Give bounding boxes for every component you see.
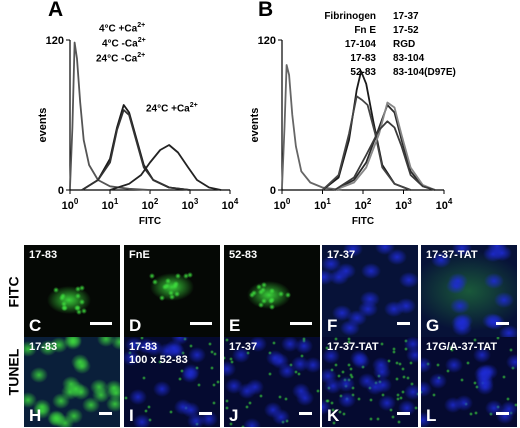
micrograph-label: 52-83 bbox=[229, 249, 258, 261]
scale-bar bbox=[496, 322, 509, 325]
micrograph-l: 17G/A-37-TAT L bbox=[421, 337, 517, 427]
panel-letter-b: B bbox=[258, 0, 274, 21]
legend-b-item: 17-104 bbox=[344, 39, 376, 50]
histogram-series bbox=[321, 95, 411, 191]
condition-ion: 2+ bbox=[189, 102, 198, 109]
legend-b-item: 83-104(D97E) bbox=[393, 67, 456, 78]
panel-letter: F bbox=[327, 316, 338, 335]
x-tick-label: 103 bbox=[395, 197, 412, 212]
scale-bar bbox=[299, 412, 312, 415]
scale-bar bbox=[397, 412, 410, 415]
micrograph-c: 17-83 C bbox=[24, 245, 120, 337]
panel-letter: E bbox=[229, 316, 241, 335]
micrograph-label: 17-37 bbox=[327, 249, 356, 261]
histogram-series bbox=[281, 64, 342, 191]
micrograph-label: 17-37-TAT bbox=[426, 249, 478, 261]
x-tick-label: 101 bbox=[314, 197, 331, 212]
legend-b-item: 17-37 bbox=[393, 11, 419, 22]
condition-a-3: 24°C -Ca2+ bbox=[96, 52, 145, 64]
histogram-series bbox=[334, 104, 436, 191]
x-tick-exponent: 4 bbox=[448, 197, 453, 206]
micrograph-k: 17-37-TAT K bbox=[322, 337, 418, 427]
legend-b-item: 83-104 bbox=[393, 53, 425, 64]
legend-b-item: RGD bbox=[393, 39, 416, 50]
x-tick-exponent: 3 bbox=[407, 197, 412, 206]
x-tick-label: 102 bbox=[355, 197, 372, 212]
x-tick-exponent: 4 bbox=[234, 197, 239, 206]
legend-b-item: 17-52 bbox=[393, 25, 419, 36]
legend-b-item: 17-83 bbox=[350, 53, 376, 64]
x-axis-label: FITC bbox=[352, 216, 374, 227]
x-tick-label: 104 bbox=[436, 197, 453, 212]
micrograph-label: 17-37-TAT bbox=[327, 341, 379, 353]
micrograph-f: 17-37 F bbox=[322, 245, 418, 337]
y-tick-label: 0 bbox=[270, 185, 276, 197]
condition-a-2: 4°C -Ca2+ bbox=[102, 37, 146, 49]
panel-letter: D bbox=[129, 316, 142, 335]
curve-label-a: 24°C +Ca2+ bbox=[146, 102, 198, 114]
x-tick-exponent: 3 bbox=[194, 197, 199, 206]
micrograph-label: 17-83 bbox=[29, 341, 58, 353]
panel-letter: G bbox=[426, 316, 440, 335]
panel-letter: K bbox=[327, 406, 340, 425]
condition-ion: 2+ bbox=[137, 52, 146, 59]
micrograph-label: FnE bbox=[129, 249, 150, 261]
scale-bar bbox=[397, 322, 410, 325]
micrograph-j: 17-37 J bbox=[224, 337, 320, 427]
condition-temp: 24°C -Ca bbox=[96, 53, 138, 65]
micrograph-d: FnE D bbox=[124, 245, 220, 337]
micrograph-e: 52-83 E bbox=[224, 245, 320, 337]
y-tick-label: 0 bbox=[58, 185, 64, 197]
histogram-series bbox=[334, 101, 436, 191]
histogram-series bbox=[334, 120, 436, 191]
y-tick-label: 120 bbox=[258, 35, 276, 47]
micrograph-i: 17-83 100 x 52-83 I bbox=[124, 337, 220, 427]
x-tick-exponent: 1 bbox=[114, 197, 119, 206]
condition-a-1: 4°C +Ca2+ bbox=[99, 22, 145, 34]
micrograph-label: 17-83 bbox=[29, 249, 58, 261]
panel-letter: L bbox=[426, 406, 437, 425]
panel-letter-a: A bbox=[48, 0, 64, 21]
condition-temp: 24°C +Ca bbox=[146, 103, 190, 115]
legend-b-item: 52-83 bbox=[350, 67, 376, 78]
histogram-series bbox=[321, 70, 411, 191]
panel-letter: H bbox=[29, 406, 42, 425]
panel-letter: C bbox=[29, 316, 42, 335]
panel-letter: J bbox=[229, 406, 239, 425]
scale-bar bbox=[90, 322, 112, 325]
row-label-tunel: TUNEL bbox=[5, 348, 22, 396]
micrograph-label: 17-37 bbox=[229, 341, 258, 353]
panel-letter: I bbox=[129, 406, 134, 425]
y-axis-label: events bbox=[249, 108, 261, 143]
histogram-series bbox=[81, 109, 191, 191]
x-axis-label: FITC bbox=[139, 216, 161, 227]
legend-b-item: Fn E bbox=[354, 25, 376, 36]
micrograph-label: 17G/A-37-TAT bbox=[426, 341, 498, 353]
scale-bar bbox=[190, 322, 212, 325]
x-tick-label: 100 bbox=[274, 197, 291, 212]
micrograph-label: 17-83 100 x 52-83 bbox=[129, 341, 188, 367]
x-tick-exponent: 0 bbox=[286, 197, 291, 206]
y-axis-label: events bbox=[37, 108, 49, 143]
micrograph-g: 17-37-TAT G bbox=[421, 245, 517, 337]
x-tick-exponent: 2 bbox=[367, 197, 372, 206]
condition-temp: 4°C -Ca bbox=[102, 38, 138, 50]
condition-ion: 2+ bbox=[137, 37, 146, 44]
scale-bar bbox=[99, 412, 112, 415]
scale-bar bbox=[199, 412, 212, 415]
histogram-series bbox=[109, 144, 222, 191]
y-tick-label: 120 bbox=[46, 35, 64, 47]
x-tick-exponent: 2 bbox=[154, 197, 159, 206]
x-tick-exponent: 1 bbox=[326, 197, 331, 206]
scale-bar bbox=[496, 412, 509, 415]
row-label-fitc: FITC bbox=[5, 276, 22, 308]
micrograph-h: 17-83 H bbox=[24, 337, 120, 427]
condition-ion: 2+ bbox=[137, 22, 146, 29]
condition-temp: 4°C +Ca bbox=[99, 23, 138, 35]
legend-b-item: Fibrinogen bbox=[324, 11, 376, 22]
x-tick-exponent: 0 bbox=[74, 197, 79, 206]
scale-bar bbox=[290, 322, 312, 325]
